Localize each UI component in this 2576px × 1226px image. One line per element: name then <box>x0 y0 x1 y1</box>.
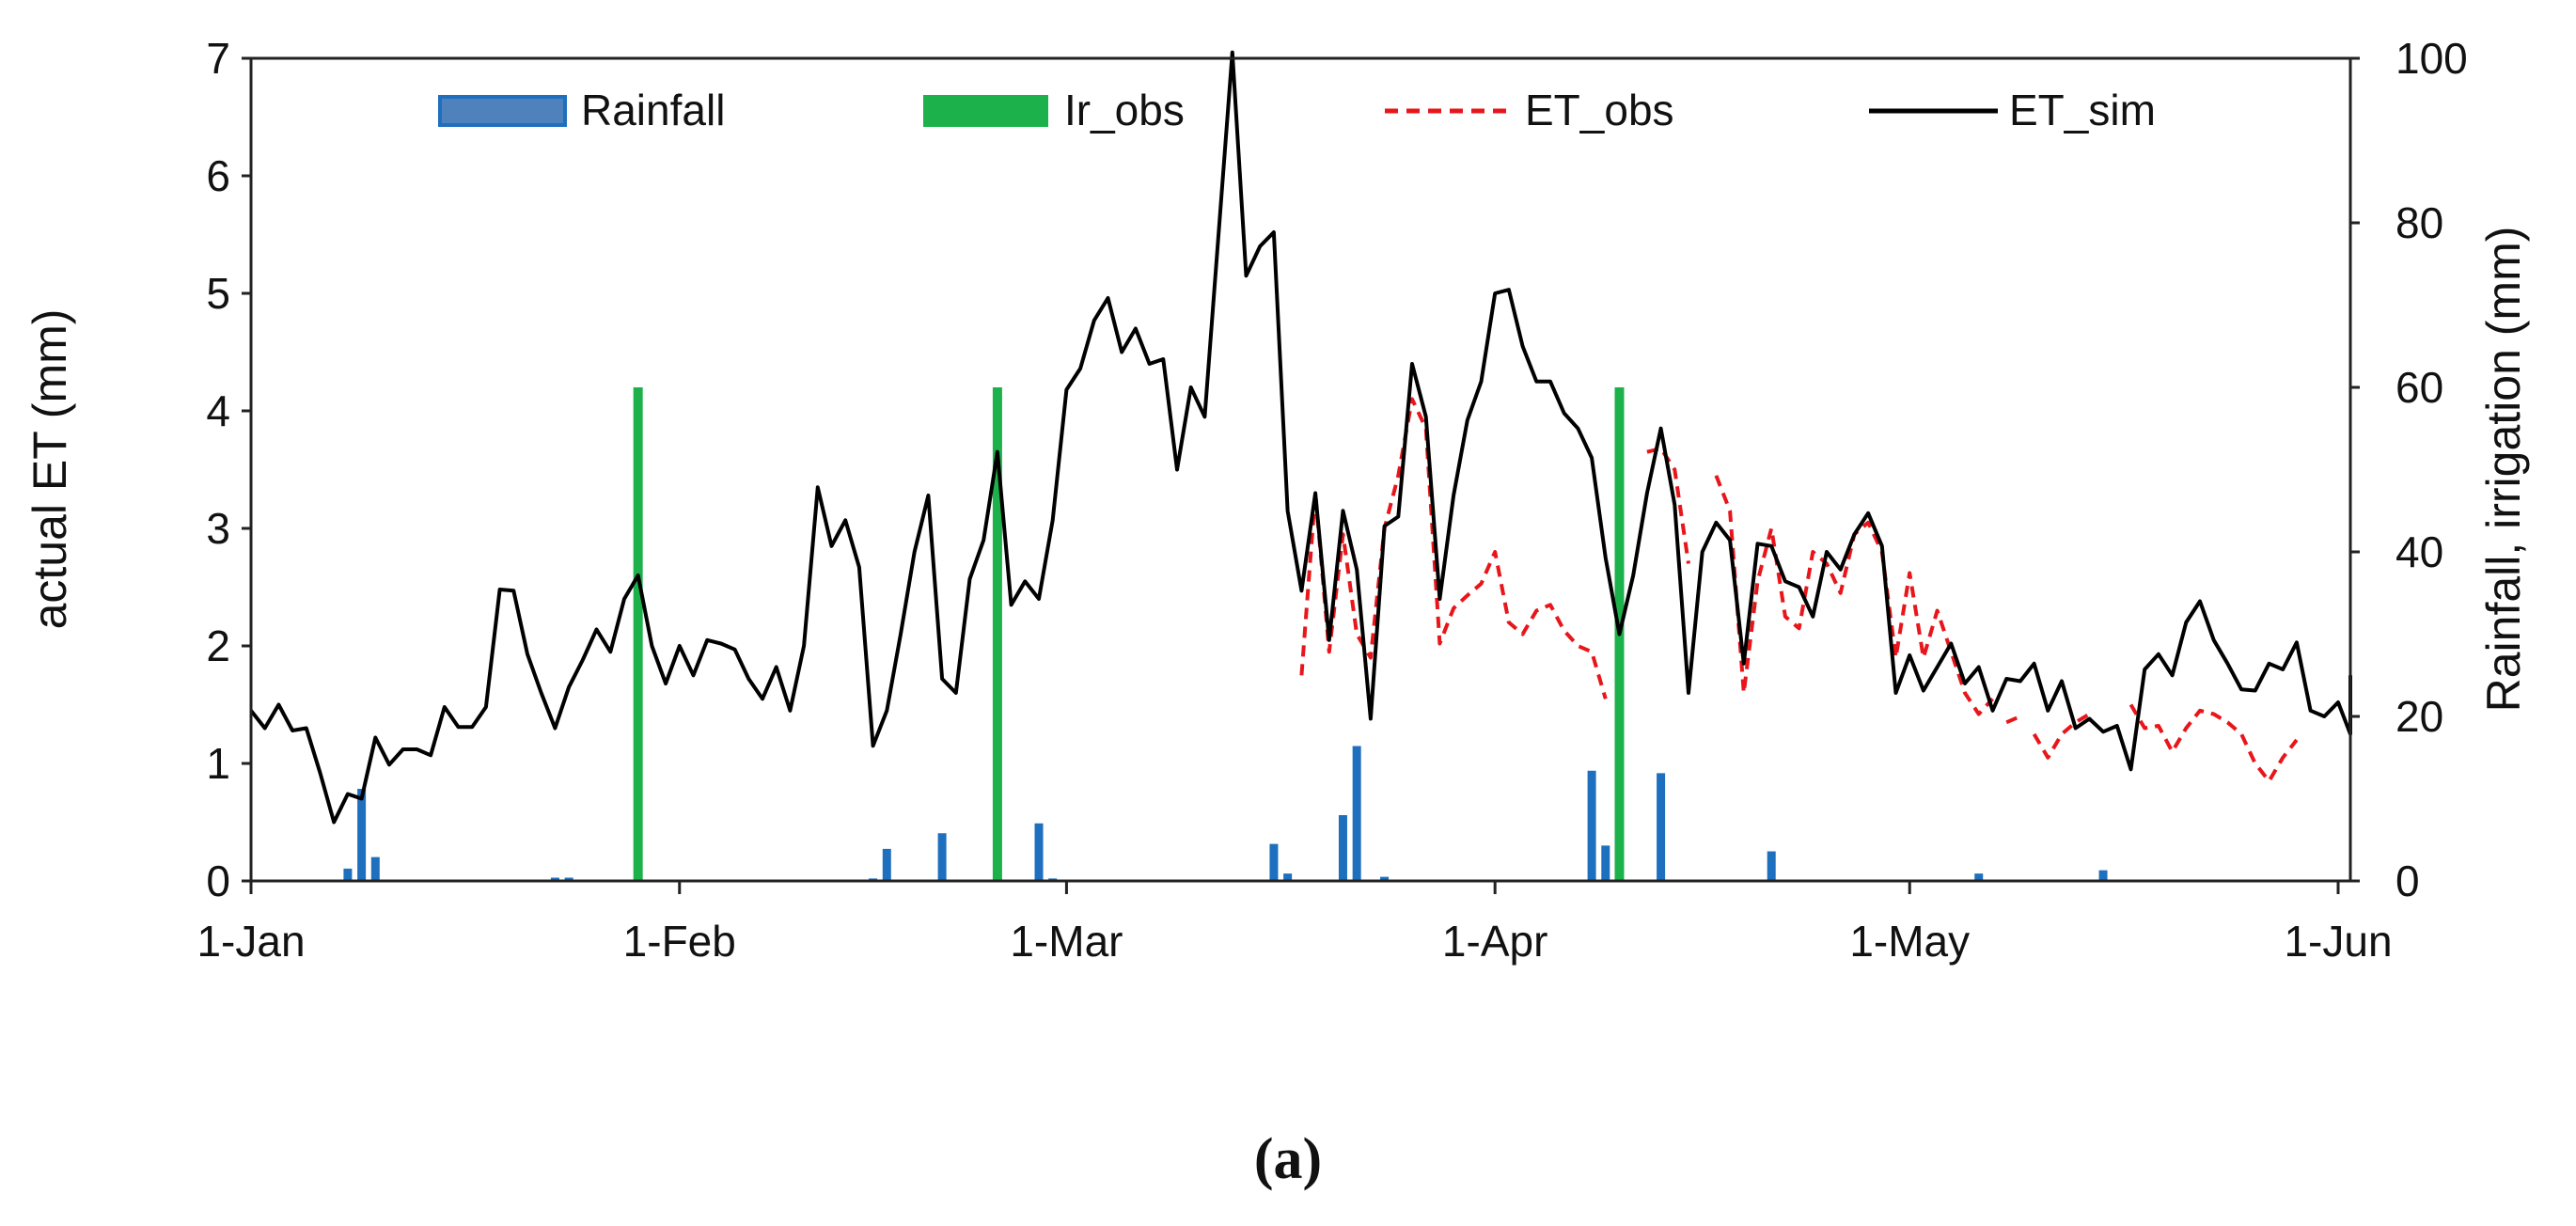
x-tick-label: 1-Apr <box>1442 917 1547 966</box>
rainfall-bar <box>564 877 573 881</box>
rainfall-bar <box>1283 873 1293 881</box>
x-tick-label: 1-May <box>1849 917 1970 966</box>
rainfall-bar <box>1587 770 1596 881</box>
right-y-tick-label: 80 <box>2395 198 2443 247</box>
rainfall-bar <box>1269 843 1279 881</box>
legend-label-rainfall: Rainfall <box>581 86 725 134</box>
left-y-tick-label: 3 <box>206 504 230 553</box>
rainfall-bar <box>1767 851 1776 881</box>
irrigation-bar <box>633 387 643 881</box>
et-obs-line-segment <box>2005 715 2021 725</box>
rainfall-bar <box>937 833 947 881</box>
rainfall-bar <box>1338 815 1347 881</box>
rainfall-bar <box>1657 773 1666 881</box>
rainfall-bar <box>1352 746 1361 881</box>
left-y-tick-label: 7 <box>206 34 230 83</box>
x-tick-label: 1-Mar <box>1010 917 1123 966</box>
et-obs-line-segment <box>1299 397 1608 699</box>
left-y-tick-label: 4 <box>206 386 230 435</box>
irrigation-bar <box>992 387 1002 881</box>
et-obs-line-segment <box>1714 475 1994 716</box>
et-obs-line-segment <box>2128 703 2299 783</box>
rainfall-bar <box>370 857 380 881</box>
x-axis: 1-Jan 1-Feb 1-Mar 1-Apr 1-May 1-Jun <box>196 881 2393 966</box>
et-sim-line <box>249 50 2352 825</box>
left-y-axis: 0 1 2 3 4 5 6 7 <box>206 34 251 905</box>
x-tick-label: 1-Feb <box>623 917 736 966</box>
right-y-tick-label: 0 <box>2395 857 2420 905</box>
rainfall-bar <box>1974 873 1984 881</box>
rainfall-bar <box>357 789 367 881</box>
left-y-tick-label: 6 <box>206 151 230 200</box>
rainfall-bar <box>550 877 559 881</box>
left-y-tick-label: 0 <box>206 857 230 905</box>
et-obs-line-segment <box>2032 712 2091 760</box>
right-y-tick-label: 40 <box>2395 527 2443 576</box>
left-axis-title: actual ET (mm) <box>24 309 76 630</box>
rainfall-bar <box>1601 845 1610 881</box>
legend-label-et-sim: ET_sim <box>2009 86 2156 134</box>
legend-label-et-obs: ET_obs <box>1525 86 1674 134</box>
rainfall-bar <box>343 868 353 881</box>
legend-swatch-rainfall <box>438 95 567 127</box>
left-y-tick-label: 1 <box>206 739 230 788</box>
left-y-tick-label: 2 <box>206 621 230 670</box>
right-y-axis: 0 20 40 60 80 100 <box>2350 34 2468 905</box>
right-y-tick-label: 60 <box>2395 363 2443 412</box>
x-tick-label: 1-Jun <box>2284 917 2392 966</box>
right-y-tick-label: 100 <box>2395 34 2468 83</box>
right-axis-title: Rainfall, irrigation (mm) <box>2477 227 2530 713</box>
irrigation-bars <box>633 387 1625 881</box>
rainfall-bar <box>882 848 891 881</box>
rainfall-bar <box>2098 870 2108 881</box>
legend-label-ir-obs: Ir_obs <box>1064 86 1185 134</box>
left-y-tick-label: 5 <box>206 269 230 318</box>
rainfall-bar <box>1034 823 1044 881</box>
rainfall-bars <box>343 746 2108 881</box>
plot-area-frame <box>249 56 2352 883</box>
right-y-tick-label: 20 <box>2395 692 2443 741</box>
legend-swatch-ir-obs <box>923 95 1048 127</box>
rainfall-bar <box>1380 876 1390 881</box>
panel-label: (a) <box>1254 1127 1322 1191</box>
legend: Rainfall Ir_obs ET_obs ET_sim <box>438 86 2156 134</box>
x-tick-label: 1-Jan <box>196 917 305 966</box>
